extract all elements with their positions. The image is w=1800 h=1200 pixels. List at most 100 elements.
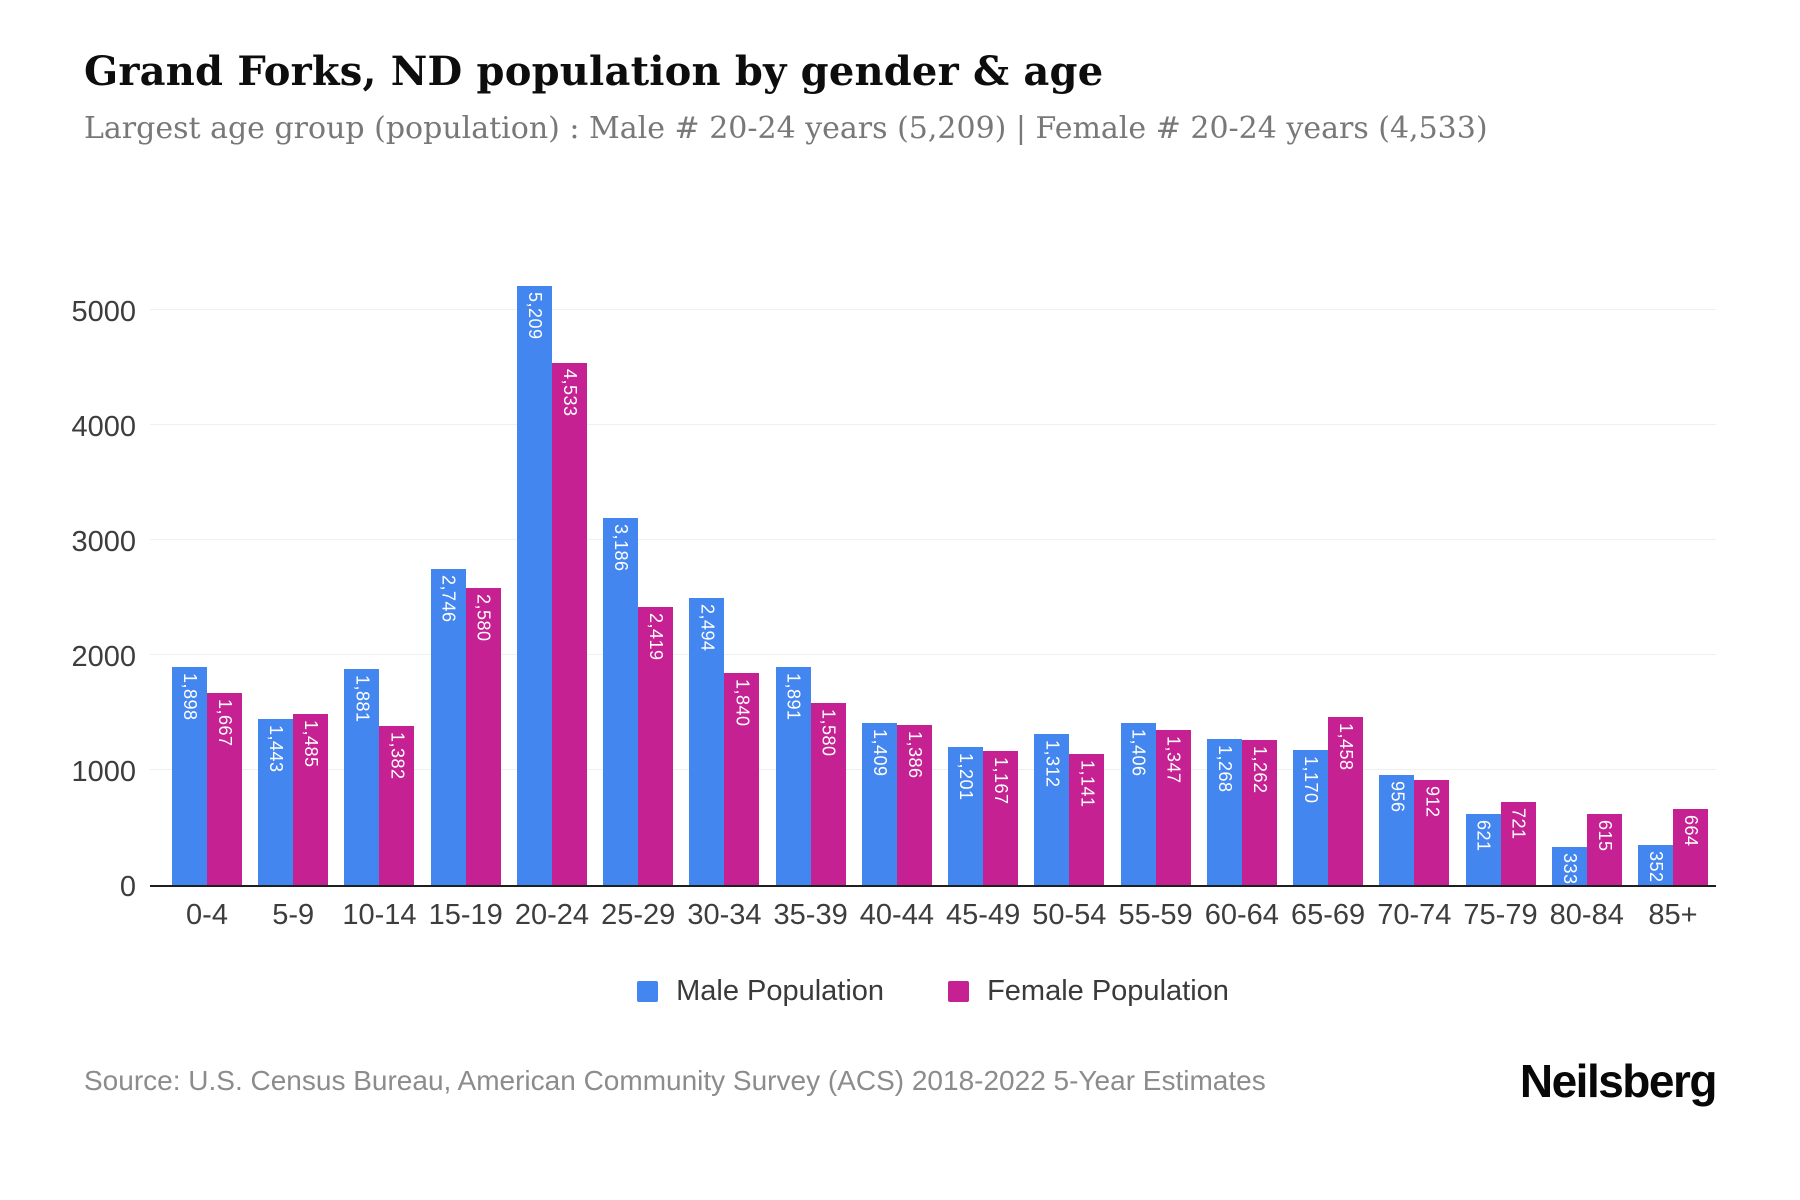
bar-female-60-64[interactable]: 1,262 [1241,739,1277,885]
legend-item-male[interactable]: Male Population [637,975,884,1008]
bar-female-15-19[interactable]: 2,580 [465,588,501,885]
x-axis-label-55-59: 55-59 [1118,899,1193,931]
y-axis-tick-5000: 5000 [71,295,136,328]
legend-item-female[interactable]: Female Population [948,975,1229,1008]
male-swatch-icon [637,981,659,1002]
bar-value-label: 2,746 [438,574,459,623]
gridline-4000 [150,423,1716,425]
bar-group-30-34: 2,494 1,840 30-34 [687,254,761,931]
chart-subtitle: Largest age group (population) : Male # … [84,111,1488,146]
bar-value-label: 664 [1680,814,1701,847]
bar-male-35-39[interactable]: 1,891 [775,667,811,885]
bar-female-20-24[interactable]: 4,533 [551,363,587,885]
bar-value-label: 352 [1645,850,1666,883]
x-axis-label-5-9: 5-9 [272,899,315,931]
bar-value-label: 1,406 [1128,729,1149,777]
x-axis-label-25-29: 25-29 [601,899,676,931]
bar-value-label: 1,840 [732,679,753,727]
bar-female-80-84[interactable]: 615 [1586,814,1622,885]
bar-group-50-54: 1,312 1,141 50-54 [1032,254,1106,931]
x-axis-label-70-74: 70-74 [1377,899,1452,931]
y-axis-tick-3000: 3000 [71,525,136,558]
y-axis-tick-1000: 1000 [71,755,136,788]
bar-female-70-74[interactable]: 912 [1414,780,1450,885]
x-axis-label-80-84: 80-84 [1549,899,1624,931]
x-axis-label-20-24: 20-24 [514,899,590,931]
bar-male-15-19[interactable]: 2,746 [430,568,466,885]
bar-male-30-34[interactable]: 2,494 [689,597,725,885]
bar-male-85+[interactable]: 352 [1637,844,1673,885]
bar-male-55-59[interactable]: 1,406 [1120,723,1156,885]
bar-female-40-44[interactable]: 1,386 [896,725,932,885]
bar-male-80-84[interactable]: 333 [1551,846,1587,885]
bar-female-45-49[interactable]: 1,167 [983,750,1019,885]
y-axis-tick-0: 0 [119,871,136,903]
bar-female-75-79[interactable]: 721 [1500,802,1536,885]
x-axis-label-15-19: 15-19 [428,899,503,931]
x-axis-label-45-49: 45-49 [946,899,1021,931]
gridline-2000 [150,653,1716,655]
bar-value-label: 1,347 [1163,735,1184,784]
bar-value-label: 1,485 [301,720,322,768]
x-axis-label-35-39: 35-39 [773,899,848,931]
bar-female-35-39[interactable]: 1,580 [810,703,846,885]
bar-group-10-14: 1,881 1,382 10-14 [342,254,417,931]
bar-female-30-34[interactable]: 1,840 [724,673,760,885]
bar-male-50-54[interactable]: 1,312 [1034,734,1070,885]
gridline-1000 [150,768,1716,770]
bar-value-label: 1,201 [956,752,977,801]
plot-area: 1,898 1,667 0-4 1,443 1,485 5-9 1,881 1,382 10-1… [150,254,1716,931]
bar-value-label: 1,881 [352,674,373,723]
bar-male-65-69[interactable]: 1,170 [1293,750,1329,885]
bar-group-70-74: 956 912 70-74 [1377,254,1451,931]
bar-value-label: 1,386 [904,731,925,780]
bar-male-75-79[interactable]: 621 [1465,813,1501,885]
bar-female-65-69[interactable]: 1,458 [1328,717,1364,885]
bar-value-label: 1,141 [1077,759,1098,808]
bar-value-label: 912 [1422,786,1443,818]
bar-male-0-4[interactable]: 1,898 [172,666,207,885]
gridline-3000 [150,538,1716,540]
bar-value-label: 333 [1559,852,1580,885]
bar-value-label: 1,262 [1249,745,1270,794]
bar-female-55-59[interactable]: 1,347 [1155,729,1191,885]
bar-group-25-29: 3,186 2,419 25-29 [601,254,675,931]
x-axis-label-0-4: 0-4 [186,899,228,931]
bar-value-label: 1,580 [818,709,839,757]
bar-value-label: 621 [1473,819,1494,852]
bar-female-85+[interactable]: 664 [1672,808,1708,885]
bar-female-25-29[interactable]: 2,419 [638,606,674,885]
bar-male-25-29[interactable]: 3,186 [603,518,639,885]
bar-male-40-44[interactable]: 1,409 [861,722,897,885]
bar-female-50-54[interactable]: 1,141 [1069,753,1105,885]
bar-value-label: 1,443 [266,724,287,773]
bar-male-10-14[interactable]: 1,881 [344,668,380,885]
bar-value-label: 2,494 [697,603,718,652]
bar-value-label: 2,419 [646,612,667,661]
bar-value-label: 1,667 [215,699,235,747]
bar-group-5-9: 1,443 1,485 5-9 [258,254,329,931]
bar-female-5-9[interactable]: 1,485 [293,714,329,885]
bar-female-0-4[interactable]: 1,667 [207,693,242,885]
x-axis-label-40-44: 40-44 [859,899,934,931]
bar-male-60-64[interactable]: 1,268 [1206,739,1242,885]
bar-female-10-14[interactable]: 1,382 [379,725,415,885]
bar-value-label: 721 [1508,808,1529,840]
bar-male-20-24[interactable]: 5,209 [516,285,552,885]
bar-group-60-64: 1,268 1,262 60-64 [1205,254,1279,931]
bar-group-20-24: 5,209 4,533 20-24 [515,254,589,931]
source-text: Source: U.S. Census Bureau, American Com… [84,1065,1266,1096]
bar-value-label: 956 [1387,780,1408,813]
x-axis-label-60-64: 60-64 [1204,899,1279,931]
bar-value-label: 1,458 [1336,723,1357,771]
legend-female-label: Female Population [987,975,1229,1007]
y-axis: 0 1000 2000 3000 4000 5000 [71,254,150,902]
footer: Source: U.S. Census Bureau, American Com… [84,1054,1718,1108]
bar-group-75-79: 621 721 75-79 [1463,254,1538,931]
bar-group-80-84: 333 615 80-84 [1550,254,1624,931]
bar-male-45-49[interactable]: 1,201 [948,746,984,885]
bar-male-5-9[interactable]: 1,443 [258,718,294,885]
bar-group-40-44: 1,409 1,386 40-44 [860,254,934,931]
bar-male-70-74[interactable]: 956 [1379,774,1415,885]
x-axis-label-85+: 85+ [1648,899,1698,931]
